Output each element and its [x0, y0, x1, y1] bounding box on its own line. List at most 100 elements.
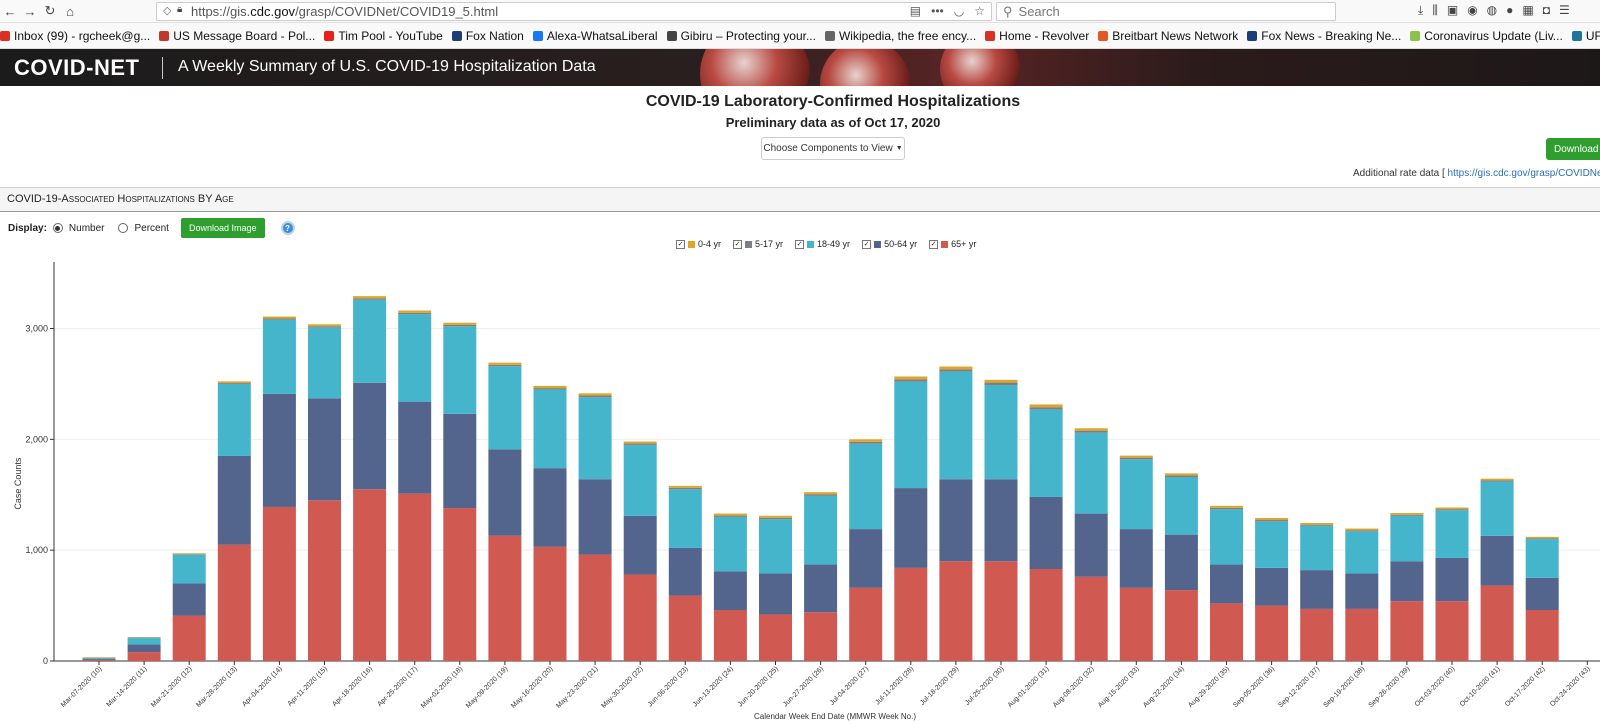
legend-item[interactable]: ✓ 50-64 yr — [862, 239, 917, 249]
download-data-button[interactable]: Download D — [1546, 138, 1600, 160]
home-icon[interactable]: ⌂ — [66, 3, 74, 19]
bar-segment — [217, 455, 251, 545]
bar-segment — [1029, 407, 1063, 410]
forward-icon[interactable]: → — [23, 3, 37, 19]
pocket-icon[interactable]: ◡ — [953, 4, 965, 18]
legend-checkbox[interactable]: ✓ — [733, 239, 743, 249]
bar-segment — [984, 382, 1018, 386]
bookmark-item[interactable]: UFO Archives - Very To... — [1571, 28, 1600, 43]
bookmark-item[interactable]: Breitbart News Network — [1098, 29, 1238, 43]
legend-checkbox[interactable]: ✓ — [862, 239, 872, 249]
bookmark-favicon-icon — [0, 30, 10, 41]
legend-item[interactable]: ✓ 18-49 yr — [795, 239, 850, 249]
hospitalizations-chart: 0 1,000 2,000 3,000 Case Counts Mar-07-2020 (… — [13, 262, 1600, 721]
radio-percent[interactable] — [118, 223, 129, 233]
help-icon[interactable]: ? — [280, 221, 295, 235]
x-tick-label: May-02-2020 (18) — [420, 665, 464, 709]
sidebar-icon[interactable]: ▣ — [1446, 3, 1459, 17]
bookmark-item[interactable]: Inbox (99) - rgcheek@g... — [0, 29, 150, 43]
grid-extension-icon[interactable]: ▦ — [1522, 3, 1534, 17]
bar-segment — [623, 574, 657, 661]
choose-components-button[interactable]: Choose Components to View ▼ — [761, 137, 905, 160]
legend-checkbox[interactable]: ✓ — [795, 239, 805, 249]
bookmark-item[interactable]: Gibiru – Protecting your... — [666, 29, 816, 43]
bar-segment — [849, 443, 883, 530]
url-bar[interactable]: ◇ 🔒︎ https://gis.cdc.gov/grasp/COVIDNet/… — [156, 2, 992, 21]
bookmark-favicon-icon — [1410, 30, 1421, 41]
ext-icon[interactable]: ◘ — [1542, 3, 1550, 17]
x-tick-label: Jul-11-2020 (28) — [874, 665, 915, 706]
bar-segment — [894, 379, 928, 382]
bar-segment — [172, 583, 206, 616]
choose-components-label: Choose Components to View — [763, 143, 893, 154]
bookmark-label: US Message Board - Pol... — [173, 28, 316, 43]
bookmark-item[interactable]: US Message Board - Pol... — [159, 29, 315, 43]
site-logo[interactable]: COVID-NET — [14, 55, 140, 80]
bookmark-item[interactable]: Wikipedia, the free ency... — [824, 29, 976, 43]
back-icon[interactable]: ← — [3, 3, 17, 19]
bar-segment — [984, 561, 1018, 661]
bookmark-item[interactable]: Tim Pool - YouTube — [324, 29, 443, 43]
bookmark-item[interactable]: Alexa-WhatsaLiberal — [532, 29, 658, 43]
x-tick-label: Sep-12-2020 (37) — [1277, 665, 1321, 709]
bar-segment — [533, 546, 567, 661]
bookmarks-bar: Inbox (99) - rgcheek@g... US Message Boar… — [0, 23, 1600, 49]
bar-segment — [894, 567, 928, 661]
x-tick-label: Jul-04-2020 (27) — [829, 665, 870, 706]
account-icon[interactable]: ◉ — [1467, 3, 1478, 17]
x-axis-label: Calendar Week End Date (MMWR Week No.) — [754, 712, 916, 721]
bar-segment — [1300, 608, 1334, 661]
bar-segment — [1119, 587, 1153, 661]
star-bookmark-icon[interactable]: ☆ — [974, 4, 985, 18]
extension-icon[interactable]: ◍ — [1486, 3, 1498, 17]
bookmark-item[interactable]: Fox Nation — [451, 29, 524, 43]
bar-segment — [849, 587, 883, 661]
bookmark-favicon-icon — [985, 30, 996, 41]
rate-data-link[interactable]: https://gis.cdc.gov/grasp/COVIDNet/CO — [1447, 168, 1600, 179]
x-tick-label: Oct-10-2020 (41) — [1459, 665, 1502, 708]
menu-icon[interactable]: ☰ — [1559, 3, 1570, 17]
bar-segment — [1435, 510, 1469, 558]
legend-checkbox[interactable]: ✓ — [929, 239, 939, 249]
shield-extension-icon[interactable]: ● — [1506, 3, 1514, 17]
rate-data-note: Additional rate data [ https://gis.cdc.g… — [1353, 168, 1600, 179]
legend-item[interactable]: ✓ 0-4 yr — [676, 239, 721, 249]
bar-segment — [939, 561, 973, 661]
bar-segment — [1074, 576, 1108, 661]
legend-item[interactable]: ✓ 5-17 yr — [733, 239, 783, 249]
caret-down-icon: ▼ — [895, 145, 903, 152]
virus-image — [940, 49, 1020, 86]
bookmark-item[interactable]: Coronavirus Update (Liv... — [1410, 29, 1563, 43]
reload-icon[interactable]: ↻ — [44, 3, 56, 18]
bar-segment — [1480, 535, 1514, 586]
bar-segment — [533, 385, 567, 389]
bar-segment — [308, 500, 341, 661]
page-subtitle: Preliminary data as of Oct 17, 2020 — [725, 115, 941, 130]
lock-icon[interactable]: 🔒︎ — [177, 4, 183, 15]
shield-icon[interactable]: ◇ — [163, 5, 172, 17]
download-image-button[interactable]: Download Image — [180, 218, 265, 238]
bar-segment — [217, 381, 251, 384]
legend-swatch — [745, 240, 753, 248]
bar-segment — [1210, 564, 1243, 604]
library-icon[interactable]: ⫼ — [1432, 3, 1438, 17]
radio-number[interactable] — [52, 223, 63, 233]
reader-view-icon[interactable]: ▤ — [909, 4, 922, 18]
legend-item[interactable]: ✓ 65+ yr — [929, 239, 976, 249]
more-actions-icon[interactable]: ••• — [931, 4, 944, 18]
panel-title-text: COVID-19-Associated Hospitalizations BY … — [7, 193, 234, 205]
search-input[interactable]: ⚲ Search — [996, 2, 1336, 21]
bar-segment — [1300, 570, 1334, 609]
bar-segment — [894, 376, 928, 380]
bar-segment — [488, 364, 522, 367]
legend-checkbox[interactable]: ✓ — [676, 239, 685, 249]
bookmark-item[interactable]: Home - Revolver — [985, 29, 1089, 43]
bookmark-item[interactable]: Fox News - Breaking Ne... — [1247, 29, 1401, 43]
downloads-icon[interactable]: ⤓ — [1418, 3, 1424, 17]
bar-segment — [308, 326, 341, 328]
logo-divider — [162, 57, 163, 79]
bar-segment — [713, 513, 747, 516]
bar-segment — [1029, 409, 1063, 497]
bar-segment — [488, 449, 522, 536]
bookmark-label: UFO Archives - Very To... — [1585, 28, 1600, 43]
